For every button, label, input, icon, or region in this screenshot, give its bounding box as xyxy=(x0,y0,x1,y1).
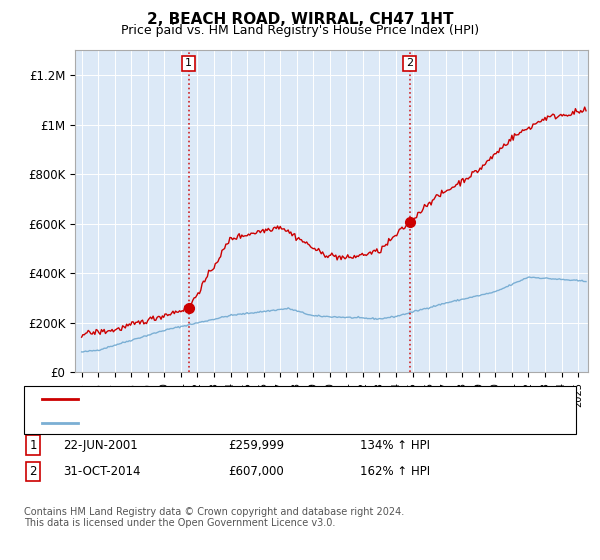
Text: HPI: Average price, detached house, Wirral: HPI: Average price, detached house, Wirr… xyxy=(87,418,332,428)
Text: 1: 1 xyxy=(185,58,192,68)
Text: 2: 2 xyxy=(29,465,37,478)
Text: 162% ↑ HPI: 162% ↑ HPI xyxy=(360,465,430,478)
Text: 2, BEACH ROAD, WIRRAL, CH47 1HT: 2, BEACH ROAD, WIRRAL, CH47 1HT xyxy=(147,12,453,27)
Text: 134% ↑ HPI: 134% ↑ HPI xyxy=(360,438,430,452)
Text: Contains HM Land Registry data © Crown copyright and database right 2024.
This d: Contains HM Land Registry data © Crown c… xyxy=(24,507,404,529)
Text: Price paid vs. HM Land Registry's House Price Index (HPI): Price paid vs. HM Land Registry's House … xyxy=(121,24,479,36)
Text: 22-JUN-2001: 22-JUN-2001 xyxy=(63,438,138,452)
Text: £259,999: £259,999 xyxy=(228,438,284,452)
Text: 2, BEACH ROAD, WIRRAL, CH47 1HT (detached house): 2, BEACH ROAD, WIRRAL, CH47 1HT (detache… xyxy=(87,394,397,404)
Text: 1: 1 xyxy=(29,438,37,452)
Text: 31-OCT-2014: 31-OCT-2014 xyxy=(63,465,140,478)
Text: £607,000: £607,000 xyxy=(228,465,284,478)
Text: 2: 2 xyxy=(406,58,413,68)
